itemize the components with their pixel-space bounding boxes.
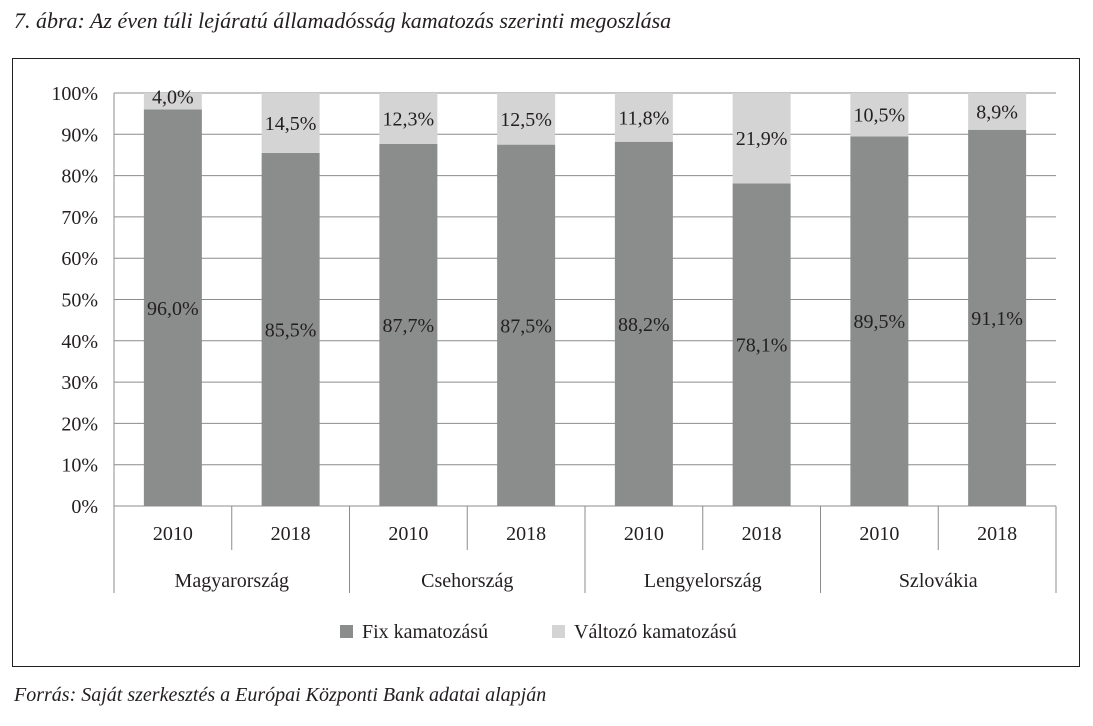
bar-segment	[850, 136, 909, 507]
figure-source: Forrás: Saját szerkesztés a Európai Közp…	[14, 684, 547, 706]
x-tick-label: 2010	[859, 523, 899, 545]
data-label: 89,5%	[854, 311, 906, 333]
x-tick-label: 2010	[153, 523, 193, 545]
bar-segment	[261, 93, 320, 153]
x-tick-label: 2010	[624, 523, 664, 545]
bar-segment	[497, 93, 556, 145]
bar-segment	[261, 152, 320, 506]
bar-segment	[379, 143, 438, 506]
bar-segment	[732, 183, 791, 506]
bar-segment	[497, 144, 556, 506]
data-label: 12,3%	[383, 108, 435, 130]
data-label: 10,5%	[854, 105, 906, 127]
data-label: 21,9%	[736, 128, 788, 150]
y-tick-label: 60%	[61, 248, 98, 270]
legend-swatch	[340, 625, 353, 638]
data-label: 4,0%	[152, 86, 194, 108]
bar-segment	[143, 109, 202, 507]
chart-frame	[12, 58, 1080, 667]
legend-label: Változó kamatozású	[574, 621, 737, 643]
group-label: Szlovákia	[899, 570, 978, 592]
bar-segment	[968, 93, 1027, 130]
y-tick-label: 0%	[71, 496, 98, 518]
data-label: 11,8%	[618, 107, 669, 129]
bar-segment	[379, 93, 438, 144]
group-label: Lengyelország	[644, 570, 762, 592]
group-label: Csehország	[421, 570, 513, 592]
group-label: Magyarország	[175, 570, 289, 592]
bar-segment	[850, 93, 909, 137]
y-tick-label: 40%	[61, 331, 98, 353]
data-label: 85,5%	[265, 319, 317, 341]
y-tick-label: 70%	[61, 207, 98, 229]
x-tick-label: 2018	[506, 523, 546, 545]
x-tick-label: 2018	[977, 523, 1017, 545]
y-tick-label: 100%	[51, 83, 98, 105]
data-label: 96,0%	[147, 298, 199, 320]
y-tick-label: 30%	[61, 372, 98, 394]
y-tick-label: 80%	[61, 166, 98, 188]
data-label: 14,5%	[265, 113, 317, 135]
data-label: 91,1%	[971, 308, 1023, 330]
x-tick-label: 2010	[388, 523, 428, 545]
legend-swatch	[552, 625, 565, 638]
data-label: 8,9%	[976, 101, 1018, 123]
bar-segment	[732, 93, 791, 184]
legend-label: Fix kamatozású	[362, 621, 488, 643]
data-label: 87,5%	[500, 315, 552, 337]
bar-segment	[614, 93, 673, 142]
figure-title: 7. ábra: Az éven túli lejáratú államadós…	[14, 8, 672, 33]
bar-segment	[614, 141, 673, 506]
bar-segment	[143, 93, 202, 110]
bar-segment	[968, 129, 1027, 506]
data-label: 12,5%	[500, 109, 552, 131]
data-label: 87,7%	[383, 315, 435, 337]
data-label: 88,2%	[618, 314, 670, 336]
x-tick-label: 2018	[271, 523, 311, 545]
x-tick-label: 2018	[742, 523, 782, 545]
y-tick-label: 10%	[61, 455, 98, 477]
data-label: 78,1%	[736, 335, 788, 357]
y-tick-label: 50%	[61, 290, 98, 312]
y-tick-label: 20%	[61, 413, 98, 435]
y-tick-label: 90%	[61, 124, 98, 146]
